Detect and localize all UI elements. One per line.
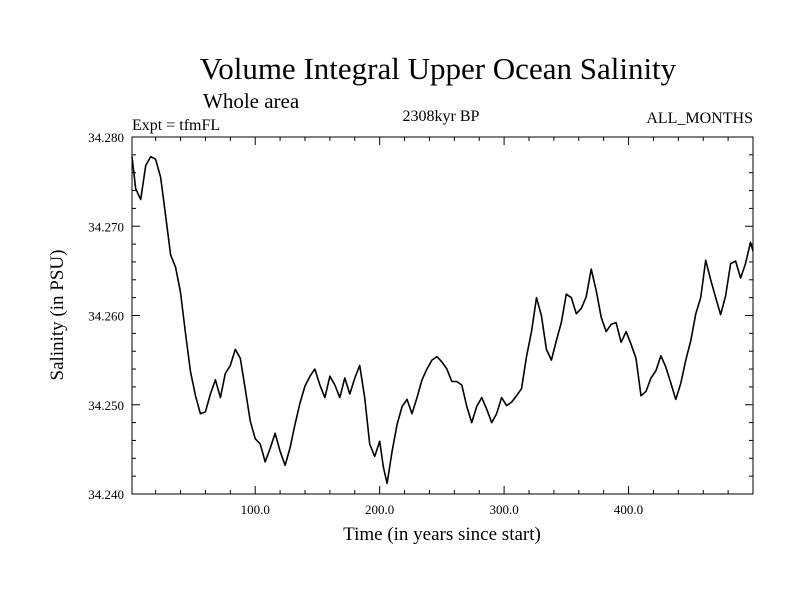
- chart-subtitle: Whole area: [203, 89, 300, 113]
- y-tick-label: 34.260: [88, 309, 124, 324]
- y-tick-label: 34.250: [88, 398, 124, 413]
- x-tick-label: 100.0: [241, 502, 270, 517]
- series-layer: [131, 155, 754, 485]
- y-axis-label: Salinity (in PSU): [47, 250, 68, 381]
- x-tick-label: 400.0: [614, 502, 643, 517]
- y-tick-label: 34.270: [88, 219, 124, 234]
- months-label: ALL_MONTHS: [646, 110, 753, 127]
- y-ticks: 34.240 34.250 34.260 34.270 34.280: [88, 130, 753, 502]
- series-line: [131, 155, 754, 485]
- chart-title: Volume Integral Upper Ocean Salinity: [200, 51, 677, 86]
- x-tick-label: 200.0: [365, 502, 394, 517]
- x-ticks: 100.0 200.0 300.0 400.0: [155, 137, 729, 517]
- y-tick-label: 34.240: [88, 487, 124, 502]
- x-axis-label: Time (in years since start): [343, 524, 541, 545]
- expt-label: Expt = tfmFL: [132, 117, 220, 134]
- period-label: 2308kyr BP: [403, 108, 480, 125]
- y-tick-label: 34.280: [88, 130, 124, 145]
- x-tick-label: 300.0: [489, 502, 518, 517]
- plot-frame: [131, 136, 754, 495]
